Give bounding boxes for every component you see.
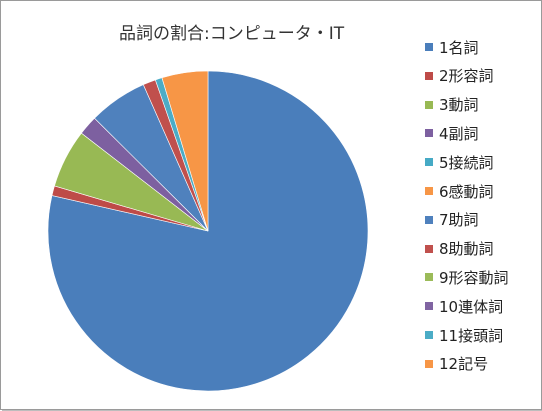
legend-item: 1名詞 xyxy=(425,37,479,57)
legend-swatch xyxy=(425,331,433,339)
legend-label: 11接頭詞 xyxy=(439,326,504,345)
legend-item: 9形容動詞 xyxy=(425,267,509,287)
legend-swatch xyxy=(425,302,433,311)
legend-label: 1名詞 xyxy=(439,38,479,57)
legend-swatch xyxy=(425,244,433,253)
legend-label: 5接続詞 xyxy=(439,153,494,172)
legend-label: 7助詞 xyxy=(439,211,479,230)
legend-label: 4副詞 xyxy=(439,124,479,143)
legend-item: 8助動詞 xyxy=(425,239,494,259)
legend-label: 12記号 xyxy=(439,355,489,374)
legend-item: 7助詞 xyxy=(425,210,479,230)
legend-label: 9形容動詞 xyxy=(439,268,509,287)
pie-chart xyxy=(47,70,369,392)
chart-title: 品詞の割合:コンピュータ・IT xyxy=(119,24,345,44)
legend-label: 3動詞 xyxy=(439,96,479,115)
legend-item: 12記号 xyxy=(425,354,488,374)
legend-item: 2形容詞 xyxy=(425,66,494,86)
legend-swatch xyxy=(425,100,433,109)
legend-swatch xyxy=(425,71,433,80)
legend-label: 10連体詞 xyxy=(439,297,504,316)
legend-label: 2形容詞 xyxy=(439,67,494,86)
legend-item: 3動詞 xyxy=(425,95,479,115)
legend-swatch xyxy=(425,215,433,224)
legend-swatch xyxy=(425,359,433,368)
legend-item: 4副詞 xyxy=(425,123,479,143)
legend-swatch xyxy=(425,158,433,167)
legend-item: 6感動詞 xyxy=(425,181,494,201)
legend-item: 5接続詞 xyxy=(425,152,494,172)
legend-label: 8助動詞 xyxy=(439,240,494,259)
legend-swatch xyxy=(425,273,433,282)
legend-swatch xyxy=(425,129,433,138)
legend-item: 11接頭詞 xyxy=(425,325,503,345)
legend-label: 6感動詞 xyxy=(439,182,494,201)
legend-swatch xyxy=(425,187,433,195)
legend-swatch xyxy=(425,43,433,51)
pie-slice-12 xyxy=(161,70,209,232)
legend-item: 10連体詞 xyxy=(425,296,503,316)
